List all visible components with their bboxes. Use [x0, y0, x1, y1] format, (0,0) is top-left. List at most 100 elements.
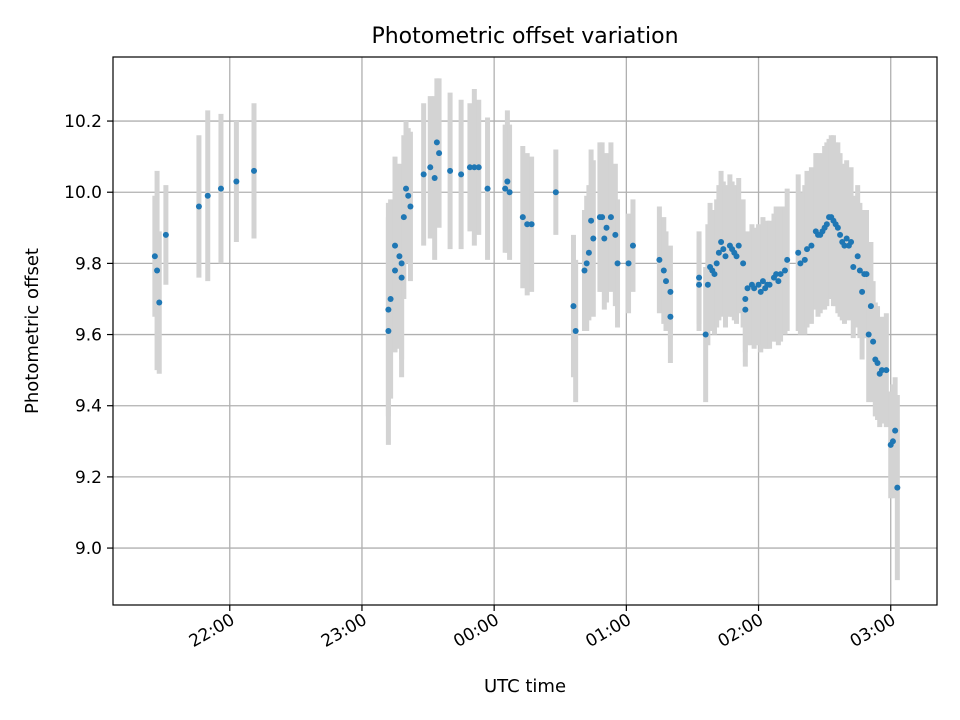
y-tick-label: 10.2 [64, 112, 102, 132]
x-axis-label: UTC time [484, 676, 566, 697]
data-point [614, 260, 621, 267]
data-point [751, 285, 758, 292]
data-point [590, 235, 597, 242]
data-point [519, 214, 526, 221]
data-point [667, 288, 674, 295]
data-point [403, 185, 410, 192]
data-point [458, 171, 465, 178]
data-point [841, 242, 848, 249]
data-point [775, 278, 782, 285]
data-point [850, 263, 857, 270]
data-point [696, 281, 703, 288]
y-tick-label: 9.0 [75, 539, 102, 559]
y-tick-label: 9.2 [75, 468, 102, 488]
data-point [854, 253, 861, 260]
grid-lines [113, 57, 937, 605]
data-point [447, 167, 454, 174]
data-point [431, 174, 438, 181]
data-point [715, 249, 722, 256]
data-point [865, 331, 872, 338]
data-point [766, 281, 773, 288]
data-point [773, 271, 780, 278]
data-point [808, 242, 815, 249]
data-point [702, 331, 709, 338]
data-point [856, 267, 863, 274]
data-point [777, 271, 784, 278]
data-point [588, 217, 595, 224]
data-point [195, 203, 202, 210]
y-axis-label: Photometric offset [22, 248, 43, 414]
data-point [759, 278, 766, 285]
data-point [601, 235, 608, 242]
y-tick-label: 9.8 [75, 254, 102, 274]
data-point [570, 303, 577, 310]
data-point [784, 256, 791, 263]
data-point [625, 260, 632, 267]
data-point [696, 274, 703, 281]
y-axis-ticks: 9.0 9.2 9.4 9.6 9.8 10.0 10.2 [64, 112, 113, 559]
data-point [392, 267, 399, 274]
data-point [735, 242, 742, 249]
data-point [151, 253, 158, 260]
data-point [848, 239, 855, 246]
data-point [878, 367, 885, 374]
data-point [204, 192, 211, 199]
data-point [867, 303, 874, 310]
data-point [484, 185, 491, 192]
data-point [740, 260, 747, 267]
data-point [436, 150, 443, 157]
data-point [722, 253, 729, 260]
data-point [656, 256, 663, 263]
data-point [612, 231, 619, 238]
data-point [894, 484, 901, 491]
data-point [251, 167, 258, 174]
data-point [385, 306, 392, 313]
data-point [603, 224, 610, 231]
y-tick-label: 9.6 [75, 326, 102, 346]
data-point [755, 281, 762, 288]
data-point [744, 285, 751, 292]
data-point [407, 203, 414, 210]
data-point [874, 360, 881, 367]
data-point [599, 214, 606, 221]
data-point [843, 235, 850, 242]
data-point [504, 178, 511, 185]
data-point [859, 288, 866, 295]
data-point [795, 249, 802, 256]
data-point [667, 313, 674, 320]
data-point [552, 189, 559, 196]
data-point [797, 260, 804, 267]
data-point [733, 253, 740, 260]
data-point [720, 246, 727, 253]
data-point [863, 271, 870, 278]
data-point [870, 338, 877, 345]
data-point [400, 214, 407, 221]
data-point [466, 164, 473, 171]
data-point [475, 164, 482, 171]
data-point [585, 249, 592, 256]
data-point [742, 306, 749, 313]
data-point [154, 267, 161, 274]
plot-frame [112, 56, 938, 606]
data-point [502, 185, 509, 192]
y-tick-label: 9.4 [75, 397, 102, 417]
data-point [398, 274, 405, 281]
data-point [757, 288, 764, 295]
data-point [420, 171, 427, 178]
data-point [387, 295, 394, 302]
data-point [396, 253, 403, 260]
data-point [392, 242, 399, 249]
data-point [823, 221, 830, 228]
data-point [233, 178, 240, 185]
data-point [629, 242, 636, 249]
data-point [405, 192, 412, 199]
data-point [834, 224, 841, 231]
data-point [804, 246, 811, 253]
data-point [398, 260, 405, 267]
data-points [151, 139, 901, 491]
data-point [506, 189, 513, 196]
data-point [427, 164, 434, 171]
data-point [711, 271, 718, 278]
data-point [889, 438, 896, 445]
